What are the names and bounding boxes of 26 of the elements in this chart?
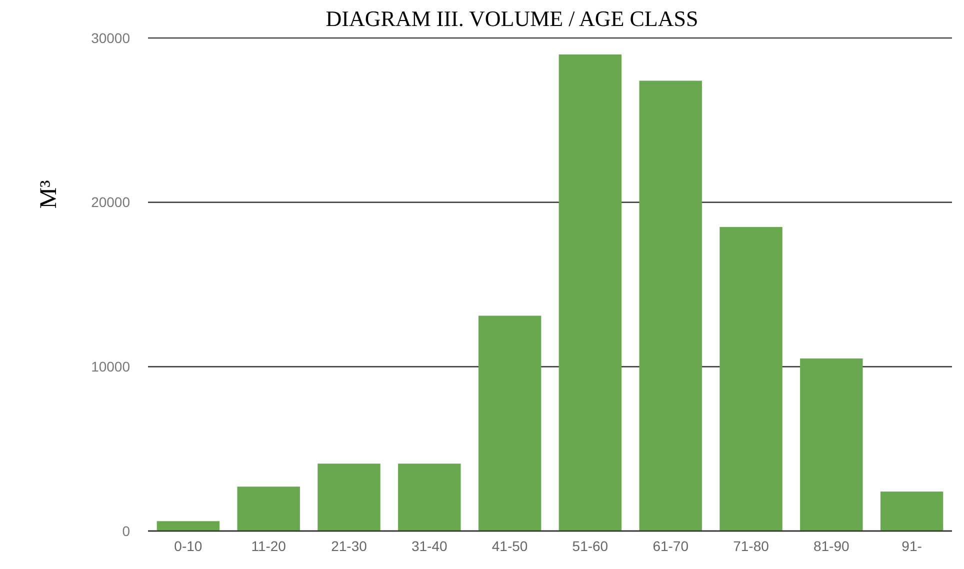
chart-title: DIAGRAM III. VOLUME / AGE CLASS <box>326 6 698 31</box>
y-tick-label: 20000 <box>91 194 130 210</box>
x-tick-label: 91- <box>902 538 922 554</box>
y-tick-label: 0 <box>122 522 130 539</box>
x-tick-label: 51-60 <box>572 538 608 554</box>
y-axis-title: M³ <box>36 180 62 209</box>
x-tick-label: 11-20 <box>251 538 286 554</box>
x-tick-label: 31-40 <box>411 538 448 554</box>
x-tick-label: 81-90 <box>813 538 850 554</box>
bar <box>639 80 702 531</box>
bar <box>156 521 220 531</box>
bar <box>478 316 542 531</box>
bar <box>720 226 782 531</box>
bar <box>880 492 944 531</box>
bar <box>398 464 461 531</box>
x-tick-label: 0-10 <box>174 538 202 554</box>
bar <box>237 486 300 531</box>
bar <box>318 464 380 531</box>
y-tick-label: 30000 <box>91 30 130 46</box>
y-tick-label: 10000 <box>91 358 130 375</box>
x-tick-label: 71-80 <box>733 538 770 554</box>
bar <box>558 54 622 531</box>
x-tick-label: 21-30 <box>331 538 368 554</box>
bar <box>800 358 863 531</box>
x-tick-label: 41-50 <box>492 538 528 554</box>
x-tick-label: 61-70 <box>652 538 689 554</box>
